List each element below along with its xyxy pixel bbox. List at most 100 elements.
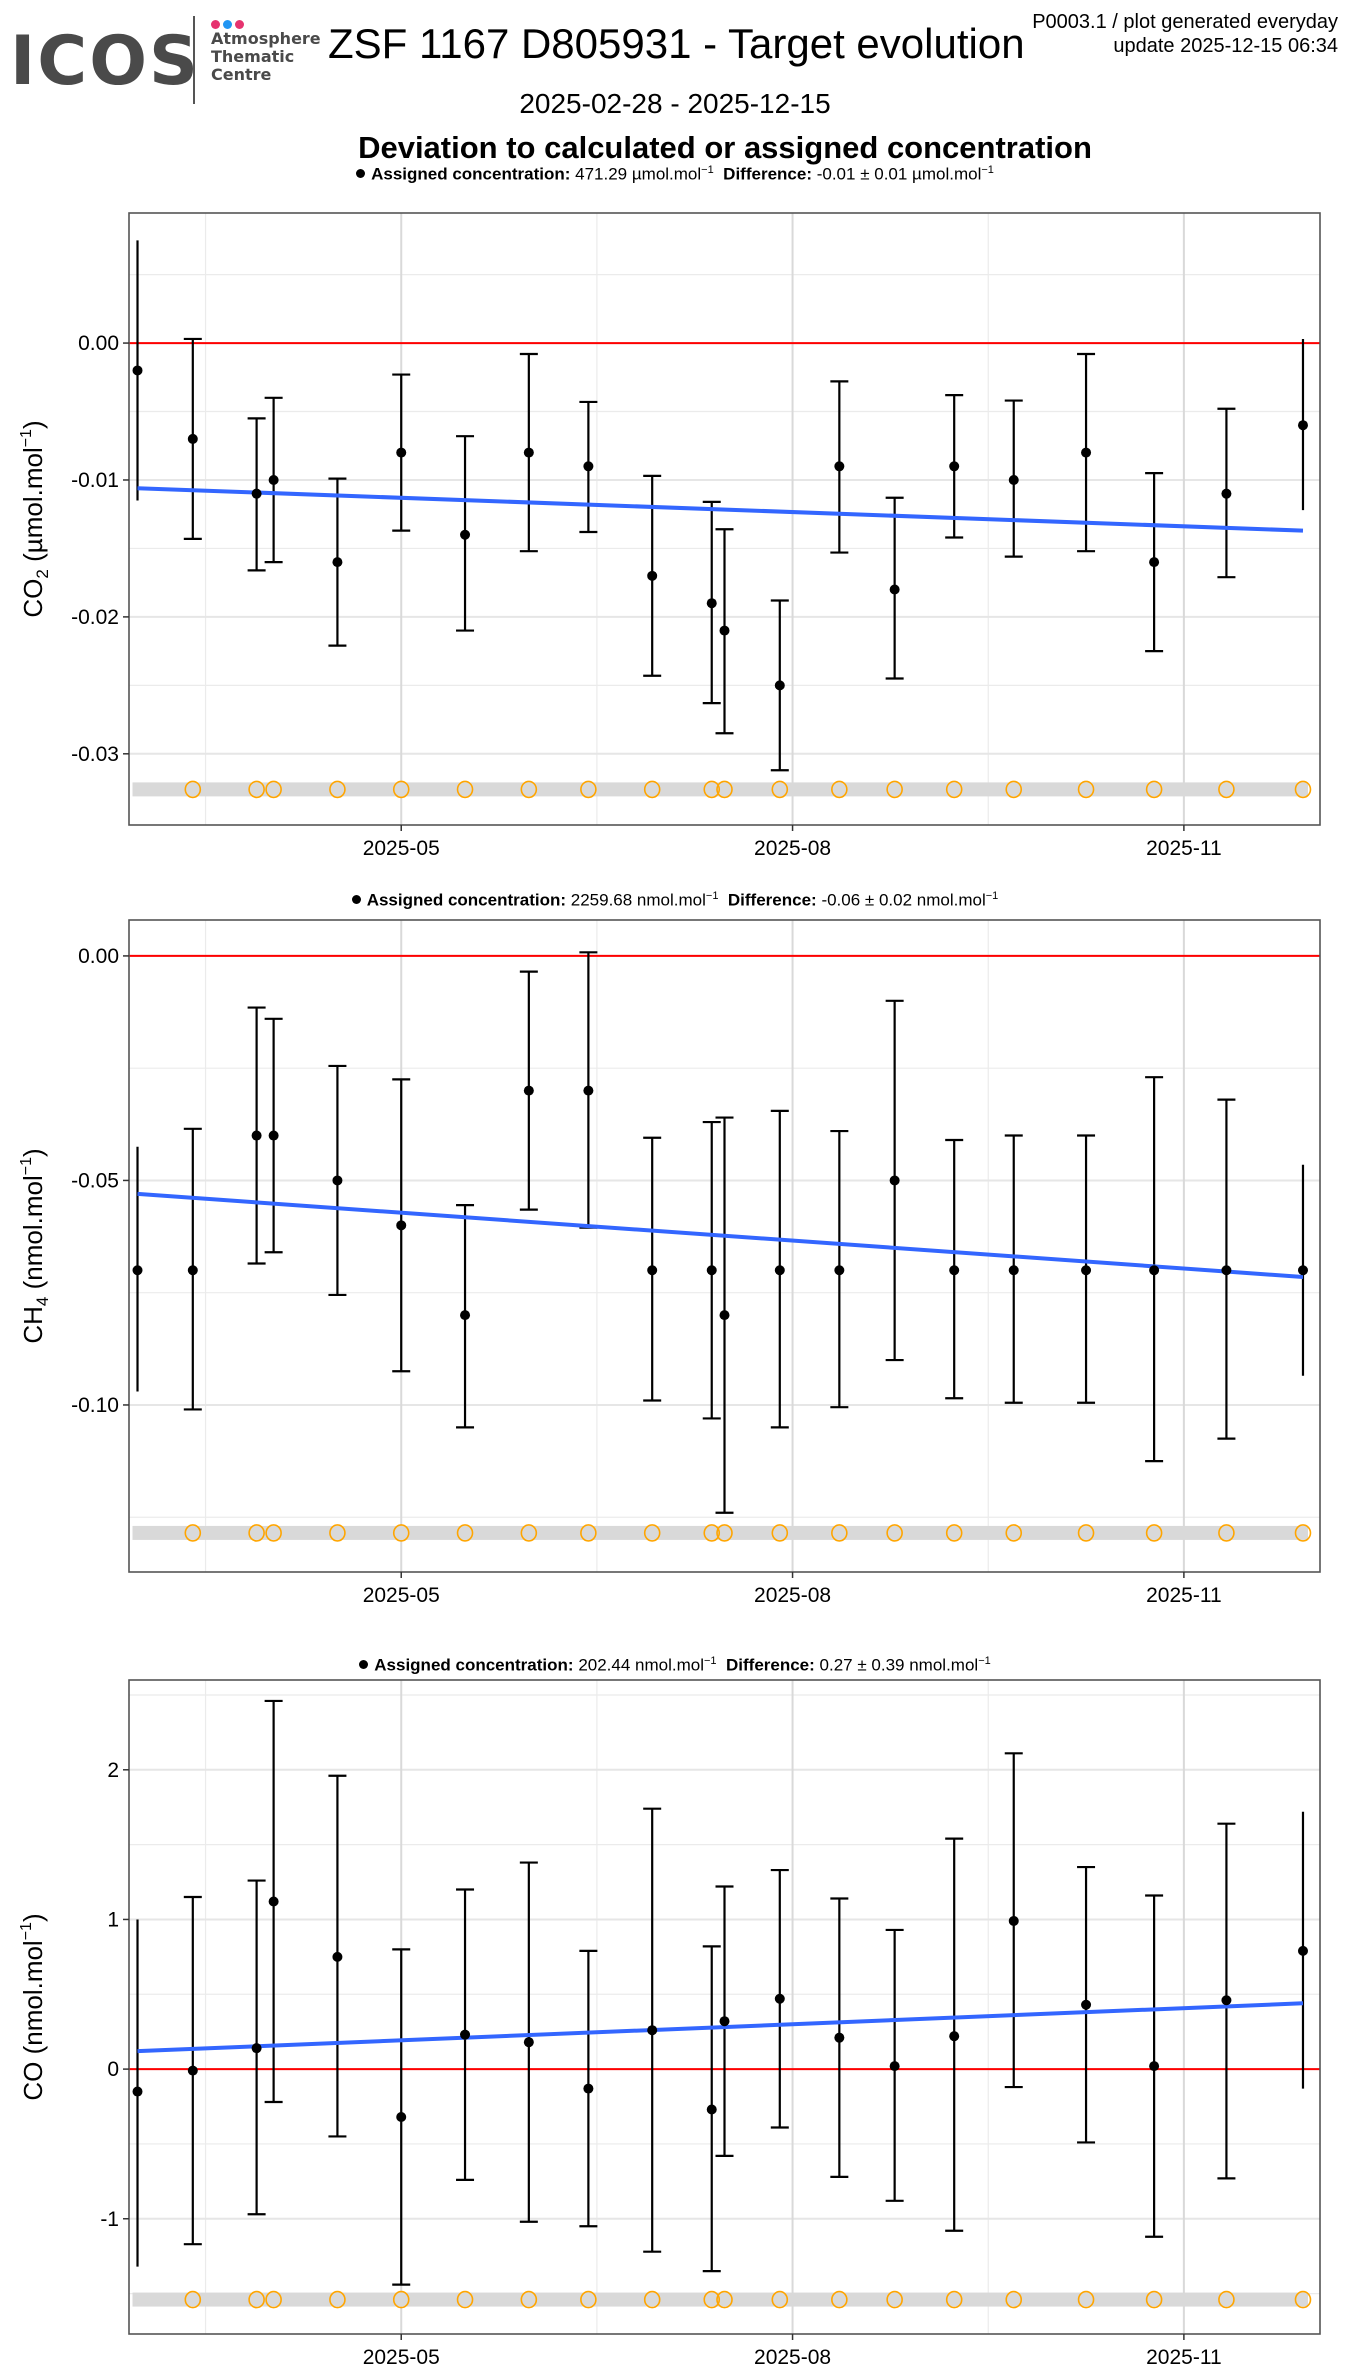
flag-marker: [1077, 780, 1095, 799]
panel-border: [128, 212, 1321, 826]
data-point: [1149, 2061, 1160, 2072]
flag-band: [132, 2292, 1308, 2307]
x-tick-label: 2025-11: [1146, 837, 1222, 860]
data-point: [719, 1310, 730, 1321]
data-point: [583, 2083, 594, 2094]
flag-marker: [265, 780, 282, 799]
flag-marker: [703, 2290, 721, 2309]
data-point: [332, 1175, 343, 1186]
flag-marker: [392, 1524, 410, 1542]
page-title: ZSF 1167 D805931 - Target evolution: [328, 20, 1025, 67]
y-axis-label: CH4 (nmol.mol−1): [18, 1148, 52, 1343]
y-tick-label: -0.01: [71, 469, 119, 492]
flag-marker: [1005, 780, 1023, 799]
legend-value: 2259.68 nmol.mol: [570, 890, 706, 910]
flag-marker: [831, 1524, 848, 1542]
data-point: [251, 1130, 262, 1141]
flag-marker: [643, 2290, 661, 2309]
flag-marker: [643, 1524, 661, 1542]
flag-marker: [1145, 780, 1163, 799]
y-tick-label: -1: [100, 2208, 119, 2231]
legend-label: Difference:: [723, 164, 812, 184]
data-point: [774, 1993, 785, 2004]
data-point: [834, 1265, 845, 1276]
flag-marker: [1005, 1524, 1023, 1542]
logo-dot: [211, 20, 220, 29]
data-point: [460, 1310, 471, 1321]
flag-marker: [945, 780, 963, 799]
flag-marker: [703, 1524, 721, 1542]
flag-band: [132, 1525, 1308, 1540]
data-point: [396, 447, 407, 458]
legend-label: Difference:: [727, 890, 817, 910]
legend-value: -0.06 ± 0.02 nmol.mol: [821, 890, 986, 910]
x-tick-label: 2025-08: [754, 2346, 831, 2369]
flag-marker: [831, 2290, 848, 2309]
data-point: [332, 557, 343, 568]
flag-marker: [329, 2290, 346, 2309]
flag-marker: [184, 1524, 202, 1542]
x-tick-label: 2025-11: [1146, 2346, 1222, 2369]
flag-marker: [771, 780, 789, 799]
legend-label: Assigned concentration:: [374, 1655, 574, 1675]
legend-point-icon: [359, 1659, 369, 1669]
x-tick-label: 2025-08: [754, 1584, 831, 1607]
data-point: [132, 1265, 143, 1276]
flag-marker: [643, 780, 661, 799]
data-point: [251, 488, 262, 499]
y-tick-label: 2: [107, 1759, 119, 1782]
flag-marker: [716, 780, 733, 799]
trend-line: [137, 486, 1304, 533]
flag-marker: [456, 2290, 474, 2309]
legend-label: Assigned concentration:: [371, 164, 571, 184]
logo-sub-line: Centre: [211, 65, 272, 84]
data-point: [706, 598, 717, 609]
data-point: [523, 1085, 534, 1096]
flag-marker: [886, 2290, 903, 2309]
data-point: [647, 2025, 658, 2036]
x-tick-label: 2025-05: [363, 2346, 440, 2369]
data-point: [1008, 1265, 1019, 1276]
flag-marker: [248, 2290, 265, 2309]
flag-marker: [945, 1524, 963, 1542]
data-point: [523, 447, 534, 458]
legend-value: 0.27 ± 0.39 nmol.mol: [819, 1655, 979, 1675]
generation-info: P0003.1 / plot generated everyday update…: [1032, 10, 1338, 58]
legend-point-icon: [356, 168, 366, 178]
legend-co: Assigned concentration: 202.44 nmol.mol−…: [0, 1655, 1350, 1676]
trend-line: [137, 2001, 1304, 2054]
flag-marker: [886, 1524, 903, 1542]
flag-marker: [392, 780, 410, 799]
flag-marker: [716, 2290, 733, 2309]
flag-marker: [248, 1524, 265, 1542]
data-point: [1149, 557, 1160, 568]
flag-marker: [265, 2290, 282, 2309]
logo-dot: [235, 20, 244, 29]
data-point: [834, 461, 845, 472]
data-point: [889, 2061, 900, 2072]
flag-marker: [520, 780, 538, 799]
data-point: [719, 625, 730, 636]
data-point: [1297, 1265, 1308, 1276]
flag-marker: [265, 1524, 282, 1542]
legend-value: 202.44 nmol.mol: [578, 1655, 704, 1675]
data-point: [949, 461, 960, 472]
data-point: [132, 365, 143, 376]
y-tick-label: 0.00: [78, 945, 119, 968]
data-point: [1221, 1995, 1232, 2006]
data-point: [187, 1265, 198, 1276]
data-point: [1081, 1999, 1092, 2010]
icos-logo: ICOS Atmosphere Thematic Centre: [10, 14, 321, 104]
y-tick-label: -0.02: [71, 606, 119, 629]
flag-marker: [771, 1524, 789, 1542]
data-point: [706, 2104, 717, 2115]
x-tick-label: 2025-08: [754, 837, 831, 860]
logo-dot: [223, 20, 232, 29]
flag-marker: [945, 2290, 963, 2309]
data-point: [460, 2029, 471, 2040]
flag-marker: [329, 780, 346, 799]
flag-marker: [1294, 780, 1312, 799]
data-point: [647, 570, 658, 581]
data-point: [774, 680, 785, 691]
